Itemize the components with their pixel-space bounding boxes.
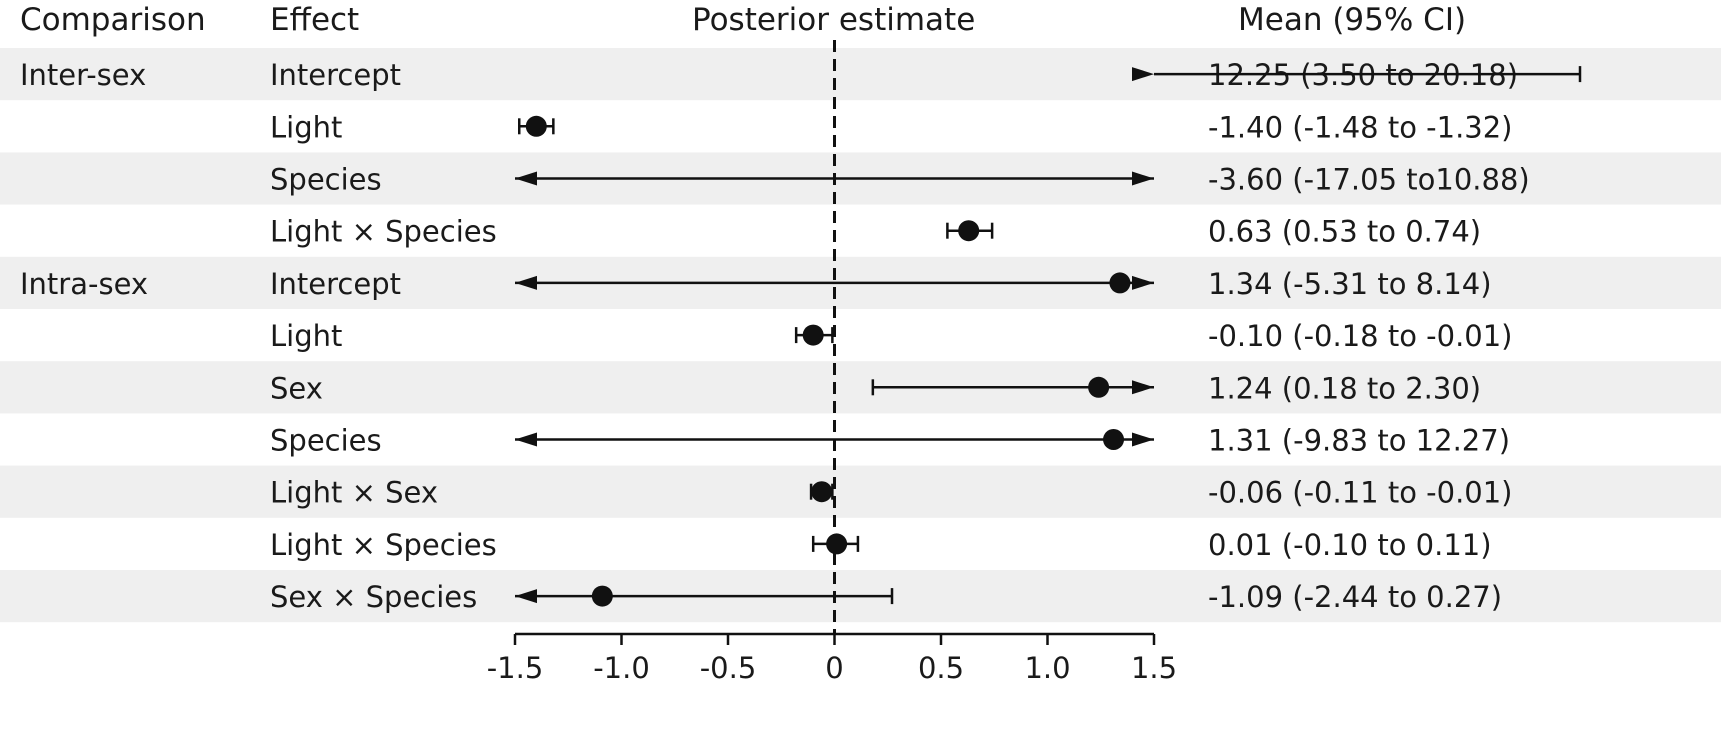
x-tick-label: 0.5 xyxy=(918,651,964,685)
row-shade xyxy=(0,361,1721,414)
point-estimate xyxy=(1103,429,1125,450)
x-tick-label: -1.5 xyxy=(487,651,544,685)
effect-label: Light × Species xyxy=(270,215,497,249)
x-tick-label: 0 xyxy=(825,651,843,685)
point-estimate xyxy=(1088,376,1110,398)
x-tick-label: 1.5 xyxy=(1131,651,1177,685)
mean-ci-label: 0.63 (0.53 to 0.74) xyxy=(1208,215,1481,249)
effect-label: Intercept xyxy=(270,267,401,301)
ci-right-arrow xyxy=(1132,432,1154,447)
mean-ci-label: 1.31 (-9.83 to 12.27) xyxy=(1208,424,1510,458)
effect-label: Light × Species xyxy=(270,528,497,562)
ci-left-arrow xyxy=(515,589,537,604)
mean-ci-label: -1.09 (-2.44 to 0.27) xyxy=(1208,580,1502,614)
point-estimate xyxy=(591,585,613,607)
effect-label: Light xyxy=(270,110,342,144)
mean-ci-label: 1.34 (-5.31 to 8.14) xyxy=(1208,267,1492,301)
ci-left-arrow xyxy=(515,171,537,186)
effect-header: Effect xyxy=(270,2,360,38)
mean-ci-label: -3.60 (-17.05 to10.88) xyxy=(1208,163,1530,197)
point-estimate xyxy=(525,115,547,137)
effect-label: Species xyxy=(270,424,382,458)
comparison-header: Comparison xyxy=(20,2,206,38)
effect-label: Light × Sex xyxy=(270,476,438,510)
point-estimate xyxy=(802,324,824,346)
ci-right-arrow xyxy=(1132,67,1154,82)
x-tick-label: -0.5 xyxy=(700,651,757,685)
effect-label: Species xyxy=(270,163,382,197)
mean-ci-label: -0.10 (-0.18 to -0.01) xyxy=(1208,319,1513,353)
posterior-header: Posterior estimate xyxy=(692,2,976,38)
effect-label: Sex xyxy=(270,371,323,405)
group-label: Intra-sex xyxy=(20,267,148,301)
ci-left-arrow xyxy=(515,432,537,447)
x-tick-label: -1.0 xyxy=(593,651,650,685)
group-label: Inter-sex xyxy=(20,58,146,92)
row-shade xyxy=(0,465,1721,518)
point-estimate xyxy=(1109,272,1131,294)
point-estimate xyxy=(958,220,980,242)
ci-right-arrow xyxy=(1132,275,1154,290)
effect-label: Sex × Species xyxy=(270,580,477,614)
point-estimate xyxy=(826,533,848,555)
point-estimate xyxy=(811,481,833,503)
mean-ci-label: -0.06 (-0.11 to -0.01) xyxy=(1208,476,1513,510)
ci-left-arrow xyxy=(515,275,537,290)
mean-ci-header: Mean (95% CI) xyxy=(1238,2,1467,38)
ci-right-arrow xyxy=(1132,171,1154,186)
effect-label: Intercept xyxy=(270,58,401,92)
mean-ci-label: 0.01 (-0.10 to 0.11) xyxy=(1208,528,1492,562)
ci-right-arrow xyxy=(1132,380,1154,395)
mean-ci-label: 1.24 (0.18 to 2.30) xyxy=(1208,371,1481,405)
effect-label: Light xyxy=(270,319,342,353)
x-tick-label: 1.0 xyxy=(1024,651,1070,685)
mean-ci-label: -1.40 (-1.48 to -1.32) xyxy=(1208,110,1513,144)
